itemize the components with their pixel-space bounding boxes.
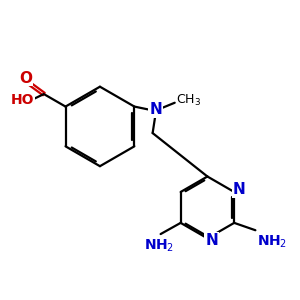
Text: HO: HO (11, 93, 34, 107)
Text: NH$_2$: NH$_2$ (144, 238, 174, 254)
Text: CH$_3$: CH$_3$ (176, 93, 201, 108)
Text: NH$_2$: NH$_2$ (257, 234, 287, 250)
Text: N: N (205, 233, 218, 248)
Text: N: N (232, 182, 245, 197)
Text: N: N (149, 102, 162, 117)
Text: O: O (20, 71, 33, 86)
